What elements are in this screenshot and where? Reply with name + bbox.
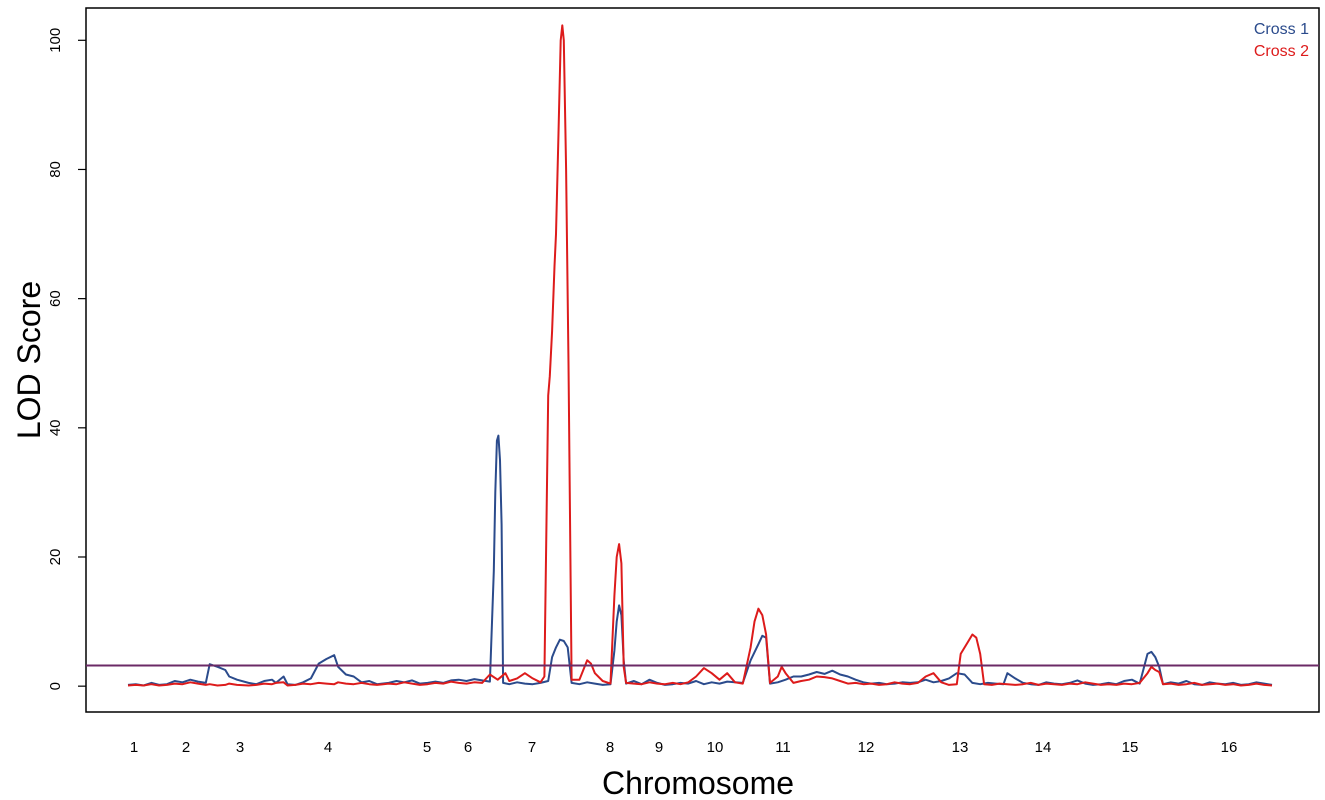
legend: Cross 1 Cross 2 xyxy=(1254,21,1309,60)
x-axis: 1 2 3 4 5 6 7 8 9 10 11 12 13 14 15 16 xyxy=(130,739,1238,756)
y-tick-label: 60 xyxy=(47,290,64,307)
x-tick-label-chr4: 4 xyxy=(324,739,332,756)
x-tick-label-chr12: 12 xyxy=(858,739,875,756)
y-tick-label: 20 xyxy=(47,549,64,566)
plot-frame xyxy=(85,7,1320,713)
x-tick-label-chr15: 15 xyxy=(1122,739,1139,756)
x-tick-label-chr8: 8 xyxy=(606,739,614,756)
x-tick-label-chr6: 6 xyxy=(464,739,472,756)
x-tick-label-chr16: 16 xyxy=(1221,739,1238,756)
y-tick-label: 80 xyxy=(47,161,64,178)
series-line-1 xyxy=(127,434,1273,687)
x-tick-label-chr1: 1 xyxy=(130,739,138,756)
x-tick-label-chr11: 11 xyxy=(775,739,791,756)
x-tick-label-chr7: 7 xyxy=(528,739,536,756)
x-axis-title: Chromosome xyxy=(602,765,794,800)
series-layer xyxy=(127,24,1273,687)
y-tick-label: 0 xyxy=(47,682,64,690)
series-line-2 xyxy=(127,24,1273,687)
x-tick-label-chr3: 3 xyxy=(236,739,244,756)
x-tick-label-chr5: 5 xyxy=(423,739,431,756)
y-axis-title: LOD Score xyxy=(11,281,47,439)
x-tick-label-chr13: 13 xyxy=(952,739,969,756)
y-tick-label: 100 xyxy=(47,28,64,53)
y-axis: 0 20 40 60 80 100 xyxy=(47,28,86,690)
x-tick-label-chr2: 2 xyxy=(182,739,190,756)
legend-entry-2: Cross 2 xyxy=(1254,43,1309,60)
x-tick-label-chr10: 10 xyxy=(707,739,724,756)
legend-entry-1: Cross 1 xyxy=(1254,21,1309,38)
x-tick-label-chr14: 14 xyxy=(1035,739,1052,756)
y-tick-label: 40 xyxy=(47,419,64,436)
x-tick-label-chr9: 9 xyxy=(655,739,663,756)
